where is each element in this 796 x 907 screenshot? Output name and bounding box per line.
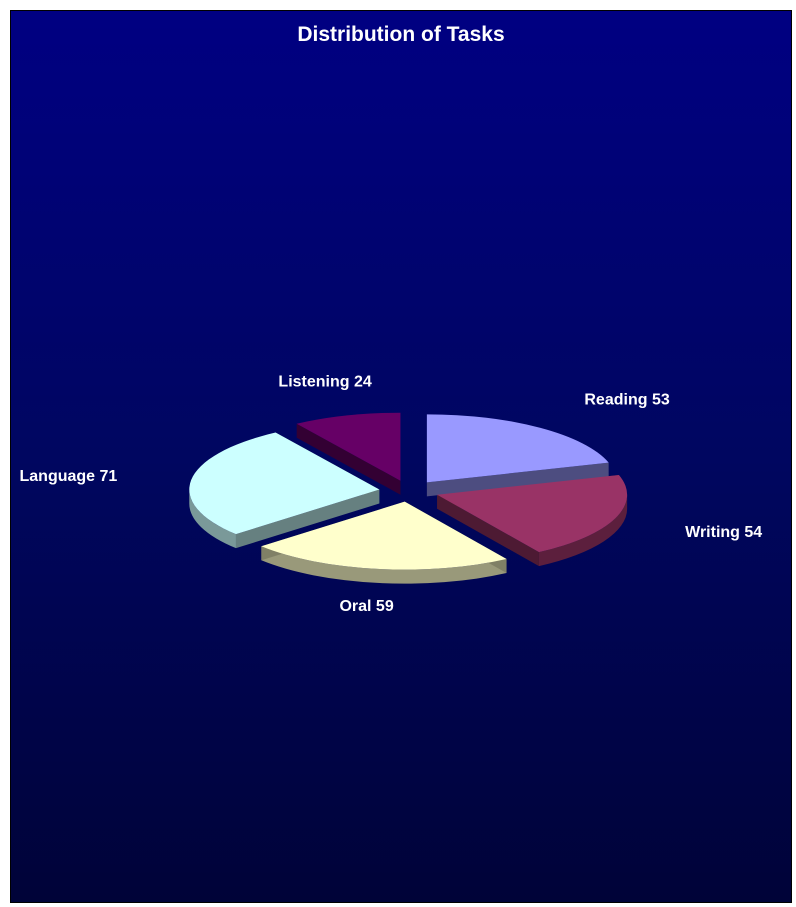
slice-oral (261, 501, 507, 570)
slice-labels: Oral 59 Writing 54 Language 71 Reading 53 Li… (20, 373, 763, 615)
slice-label-writing: Writing 54 (685, 524, 762, 541)
chart-title: Distribution of Tasks (297, 23, 505, 46)
pie-chart: Oral 59 Writing 54 Language 71 Reading 53 Li… (20, 373, 763, 615)
slice-tops (189, 412, 628, 570)
slice-label-reading: Reading 53 (584, 391, 669, 408)
slice-listening (296, 412, 401, 481)
slice-edge-language-0 (235, 489, 380, 549)
slice-edge-reading-1 (426, 462, 609, 497)
slice-edge-writing-1 (437, 494, 539, 567)
slice-label-language: Language 71 (20, 468, 118, 485)
slice-language (189, 432, 380, 535)
chart-area: Distribution of Tasks Oral 59 Writing 54 L… (10, 10, 792, 903)
slice-label-oral: Oral 59 (339, 598, 393, 615)
slice-reading (426, 414, 609, 483)
slice-edge-listening-0 (296, 423, 401, 495)
slice-side-writing (538, 494, 628, 567)
slice-side-language (189, 489, 236, 549)
slice-writing (437, 474, 628, 553)
slice-side-oral (261, 546, 507, 584)
slice-label-listening: Listening 24 (278, 373, 371, 390)
